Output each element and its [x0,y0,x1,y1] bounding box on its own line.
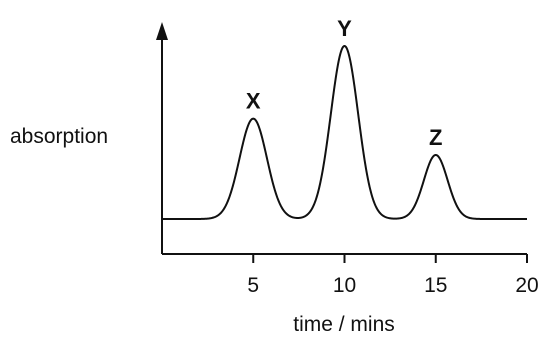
peak-label-z: Z [429,125,442,150]
y-axis-label: absorption [10,125,108,148]
x-tick-label-5: 5 [247,274,259,297]
x-tick-label-10: 10 [333,274,356,297]
peak-label-x: X [246,89,261,114]
y-axis-arrowhead [156,22,168,40]
x-tick-label-15: 15 [424,274,447,297]
x-tick-label-20: 20 [515,274,538,297]
x-axis-label: time / mins [293,313,395,336]
peak-labels: X Y Z [246,16,443,150]
x-tick-labels: 5 10 15 20 [247,274,538,297]
absorption-trace [161,45,528,220]
peak-label-y: Y [337,16,352,41]
x-ticks [252,254,528,263]
